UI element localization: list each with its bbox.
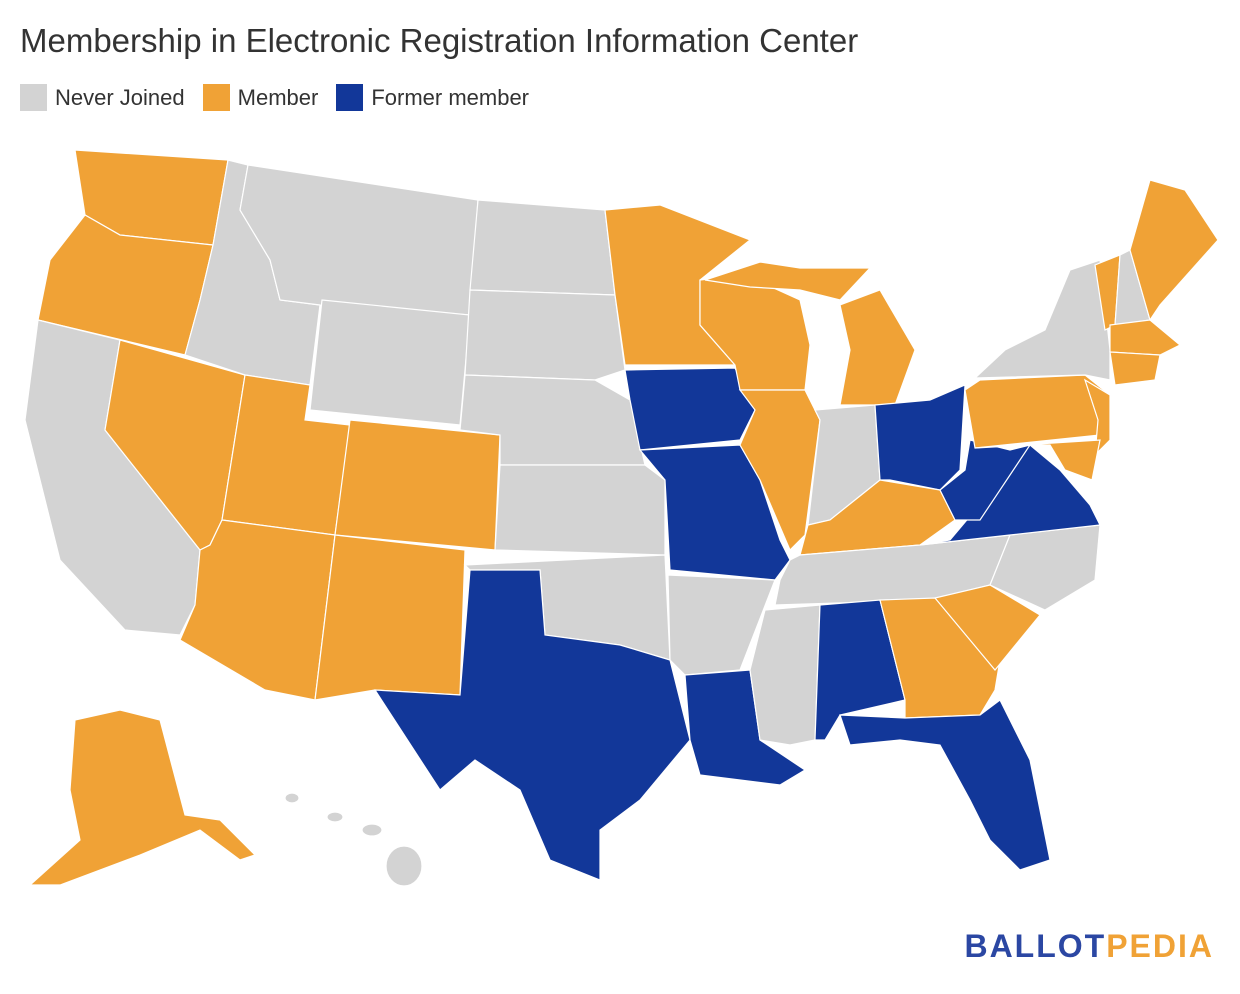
state [839,699,1051,871]
state [939,439,1032,521]
state [749,604,821,746]
state [1083,378,1111,457]
state [1109,319,1182,356]
logo: BALLOTPEDIA [964,928,1214,965]
state [989,524,1101,611]
state [469,199,616,296]
state [494,464,666,556]
state [373,569,691,881]
legend-swatch [20,84,47,111]
state [974,439,1101,481]
state [933,584,1041,671]
legend-item: Member [202,84,319,111]
state [1109,351,1161,386]
state [464,289,626,381]
legend-item: Former member [336,84,529,111]
legend-label: Never Joined [55,84,185,110]
state [309,299,471,426]
state [973,259,1111,381]
legend-swatch [336,84,364,111]
state [704,261,872,301]
state [28,709,257,886]
legend: Never Joined Member Former member [20,84,529,111]
logo-text: PEDIA [1106,928,1214,964]
state [839,289,916,406]
legend-swatch [202,84,230,111]
state [361,823,383,837]
state [624,367,756,451]
legend-label: Former member [371,84,530,110]
state [738,389,821,552]
state [334,419,501,551]
legend-item: Never Joined [20,84,185,111]
state [919,444,1101,546]
title: Membership in Electronic Registration In… [20,22,859,59]
state [326,811,344,823]
legend-label: Member [237,84,319,110]
state [284,792,300,804]
state [385,845,423,887]
logo-text: BALLOT [964,928,1107,964]
state [314,534,466,701]
